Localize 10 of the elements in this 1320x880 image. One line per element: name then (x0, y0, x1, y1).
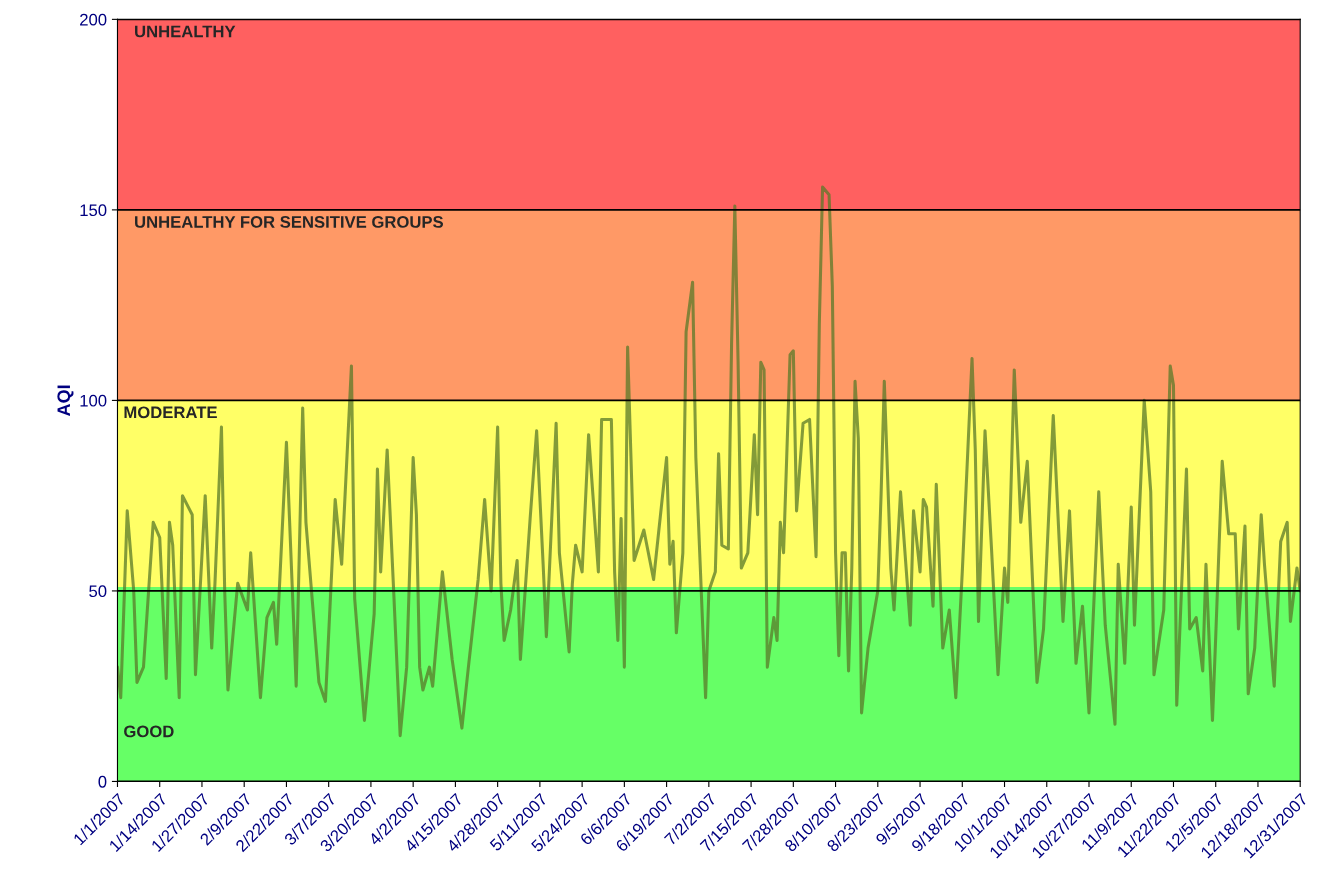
y-tick-label: 50 (89, 585, 107, 598)
y-tick-label: 150 (80, 204, 107, 217)
band-label: GOOD (124, 725, 174, 738)
band-label: UNHEALTHY (135, 25, 236, 38)
band-label: UNHEALTHY FOR SENSITIVE GROUPS (135, 216, 444, 228)
y-axis-title: AQI (57, 385, 74, 416)
y-tick-label: 0 (98, 775, 107, 788)
band-label: MODERATE (124, 406, 217, 419)
y-tick-label: 200 (80, 13, 107, 26)
y-tick-label: 100 (80, 394, 107, 407)
